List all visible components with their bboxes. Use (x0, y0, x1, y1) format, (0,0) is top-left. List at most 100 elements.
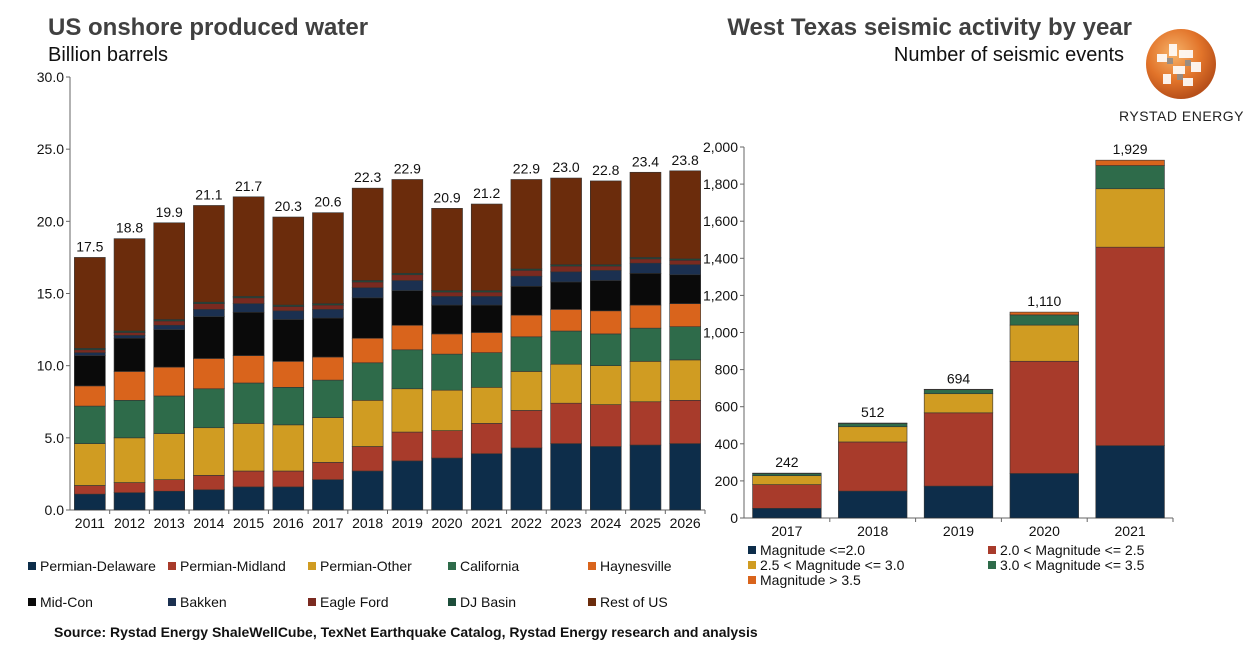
left-legend-item: Mid-Con (28, 594, 93, 610)
left-bar-segment (550, 330, 582, 365)
right-legend-swatch (748, 576, 756, 584)
left-bar-segment (74, 443, 106, 486)
right-legend-label: 3.0 < Magnitude <= 3.5 (1000, 557, 1145, 573)
left-bar-segment (391, 431, 424, 462)
left-bar-segment (113, 400, 146, 439)
left-bar-segment (510, 410, 543, 449)
left-bar-segment (590, 446, 622, 511)
left-bar-segment (153, 324, 185, 330)
left-total-label: 23.8 (672, 152, 699, 168)
left-bar-segment (193, 303, 225, 310)
left-bar-segment (629, 327, 662, 362)
left-bar-segment (351, 187, 384, 281)
left-bar-segment (391, 324, 424, 351)
right-legend-item: 2.0 < Magnitude <= 2.5 (988, 542, 1144, 558)
left-bar-segment (470, 453, 503, 511)
left-bar-segment (550, 402, 582, 444)
right-legend-item: 3.0 < Magnitude <= 3.5 (988, 557, 1144, 573)
left-bar-segment (550, 443, 582, 511)
left-bar-segment (153, 222, 185, 320)
right-category-label: 2019 (943, 523, 974, 539)
left-category-label: 2016 (273, 515, 304, 531)
left-bar-segment (272, 424, 305, 472)
left-bar-segment (351, 337, 384, 364)
left-total-label: 23.4 (632, 153, 659, 169)
right-bar-segment (838, 426, 908, 443)
left-category-label: 2011 (75, 515, 105, 531)
right-total-label: 512 (861, 404, 885, 420)
right-category-label: 2021 (1115, 523, 1146, 539)
left-bar-segment (351, 362, 384, 401)
left-bar-segment (550, 271, 582, 283)
left-bar-segment (232, 196, 265, 297)
right-legend-swatch (988, 546, 996, 554)
left-bar-segment (272, 310, 305, 320)
left-legend-label: DJ Basin (460, 594, 517, 610)
left-total-label: 22.3 (354, 169, 381, 185)
left-bar-segment (550, 363, 582, 404)
left-legend-item: Permian-Other (308, 558, 412, 574)
left-bar-segment (312, 212, 344, 304)
left-bar-segment (669, 326, 701, 361)
left-bar-segment (629, 258, 662, 264)
left-bar-segment (510, 371, 543, 411)
right-ytick-label: 1,200 (703, 287, 738, 303)
left-bar-segment (153, 395, 185, 434)
source-note: Source: Rystad Energy ShaleWellCube, Tex… (54, 624, 758, 640)
left-bar-segment (550, 265, 582, 273)
left-bar-segment (669, 400, 701, 444)
left-bar-segment (232, 297, 265, 304)
left-legend-label: Bakken (180, 594, 227, 610)
left-total-label: 22.9 (513, 160, 540, 176)
left-legend-swatch (588, 598, 596, 606)
right-bar-segment (1009, 360, 1079, 474)
left-bar-segment (351, 400, 384, 447)
left-total-label: 20.6 (314, 194, 341, 210)
left-bar-segment (193, 358, 225, 390)
left-bar-segment (193, 205, 225, 303)
right-ytick-label: 1,600 (703, 213, 738, 229)
right-bar-segment (838, 441, 908, 492)
left-bar-segment (113, 332, 146, 336)
right-bar-segment (1009, 473, 1079, 519)
rystad-logo-icon (1143, 26, 1219, 102)
left-bar-segment (113, 337, 146, 372)
left-bar-segment (232, 355, 265, 384)
right-total-label: 1,110 (1027, 293, 1061, 309)
left-bar-segment (153, 366, 185, 397)
left-legend-swatch (588, 562, 596, 570)
left-bar-segment (312, 356, 344, 381)
left-bar-segment (510, 314, 543, 338)
left-bar-segment (74, 349, 106, 353)
left-bar-segment (113, 492, 146, 511)
left-bar-segment (431, 457, 463, 511)
left-bar-segment (391, 388, 424, 433)
left-total-label: 21.7 (235, 178, 262, 194)
left-bar-segment (113, 482, 146, 493)
left-bar-segment (74, 385, 106, 407)
right-bar-segment (923, 393, 994, 414)
left-legend-swatch (28, 562, 36, 570)
left-bar-segment (153, 329, 185, 368)
left-legend-label: Permian-Midland (180, 558, 286, 574)
left-bar-segment (510, 270, 543, 277)
right-bar-segment (923, 389, 994, 395)
left-total-label: 18.8 (116, 220, 143, 236)
left-bar-segment (510, 275, 543, 287)
left-category-label: 2017 (312, 515, 343, 531)
left-ytick-label: 30.0 (37, 69, 64, 85)
left-category-label: 2022 (511, 515, 542, 531)
left-category-label: 2014 (193, 515, 224, 531)
left-bar-segment (193, 309, 225, 317)
left-ytick-label: 15.0 (37, 286, 64, 302)
left-bar-segment (470, 296, 503, 306)
left-bar-segment (391, 274, 424, 281)
left-bar-segment (153, 490, 185, 511)
left-bar-segment (74, 405, 106, 444)
right-bar-segment (1095, 445, 1165, 519)
left-bar-segment (431, 430, 463, 459)
left-bar-segment (470, 332, 503, 353)
left-bar-segment (669, 359, 701, 401)
right-legend-swatch (748, 561, 756, 569)
left-ytick-label: 10.0 (37, 358, 64, 374)
